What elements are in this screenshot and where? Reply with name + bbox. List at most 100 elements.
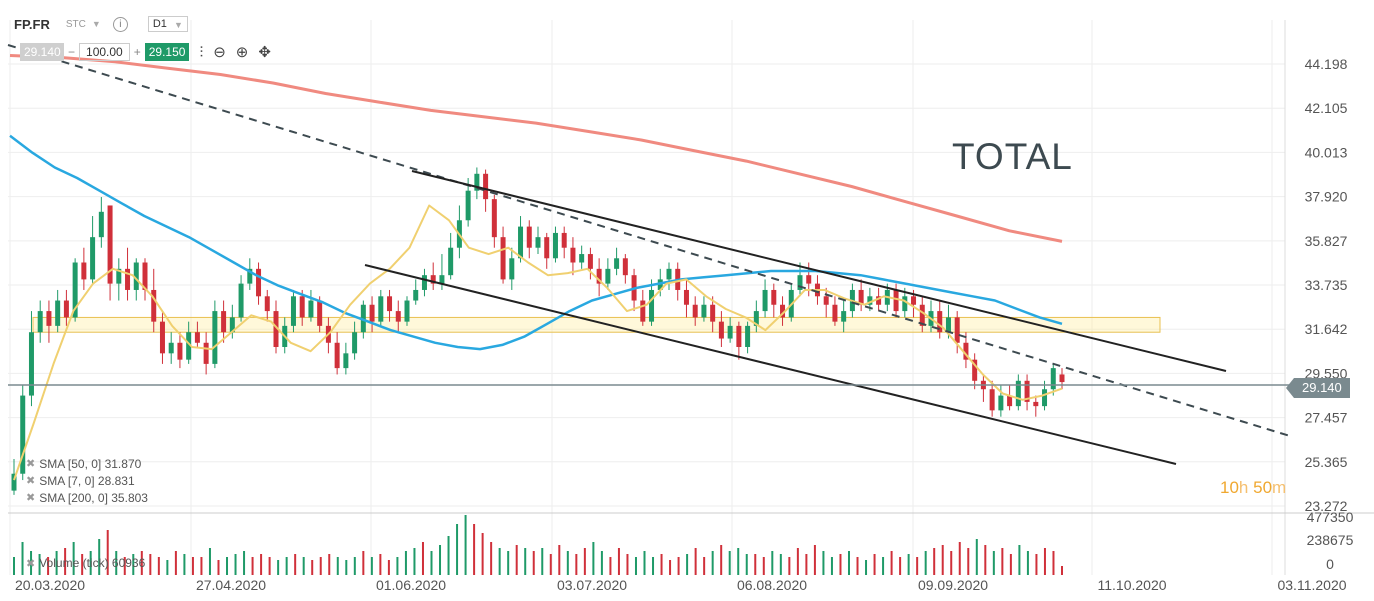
volume-bar	[524, 548, 527, 575]
volume-bar	[549, 554, 552, 575]
volume-bar	[626, 554, 629, 575]
candle-body	[98, 211, 104, 238]
candle-body	[666, 268, 672, 280]
candle-body	[352, 332, 358, 354]
volume-bar	[396, 557, 399, 575]
timer-hours: 10	[1220, 478, 1239, 497]
volume-bar	[413, 548, 416, 575]
legend-sma50[interactable]: ✖ SMA [50, 0] 31.870	[10, 455, 148, 472]
candle-body	[177, 342, 183, 360]
x-tick-label: 09.09.2020	[918, 577, 988, 593]
volume-legend: ✖ Volume (tick) 60936	[10, 556, 145, 570]
candle-body	[552, 232, 558, 259]
candle-body	[439, 275, 445, 284]
increase-volume-button[interactable]: +	[133, 45, 141, 59]
volume-input[interactable]: 100.00	[79, 43, 130, 61]
candle-body	[20, 395, 26, 474]
sell-price-button[interactable]: 29.140	[20, 43, 64, 61]
zoom-out-icon[interactable]: ⊖	[213, 44, 226, 61]
volume-bar	[1001, 548, 1004, 575]
volume-bar	[975, 539, 978, 575]
volume-bar	[251, 557, 254, 575]
volume-bar	[328, 554, 331, 575]
candle-body	[491, 199, 497, 238]
volume-bar	[311, 560, 314, 575]
y-tick-label: 31.642	[1305, 321, 1348, 337]
volume-bar	[115, 551, 118, 575]
candle-body	[133, 262, 139, 290]
candle-body	[168, 342, 174, 354]
candle-body	[151, 289, 157, 322]
candle-body	[194, 332, 200, 343]
volume-bar	[277, 560, 280, 575]
chevron-down-icon: ▼	[173, 20, 183, 30]
volume-bar	[217, 560, 220, 575]
volume-bar	[1026, 551, 1029, 575]
volume-bar	[762, 557, 765, 575]
volume-bar	[507, 551, 510, 575]
candle-body	[797, 275, 803, 290]
candle-body	[317, 300, 323, 326]
volume-bar	[984, 545, 987, 575]
close-icon[interactable]: ✖	[26, 458, 36, 470]
candle-body	[823, 296, 829, 305]
volume-bar	[916, 557, 919, 575]
candlestick-type-icon[interactable]: ⫶	[199, 43, 204, 61]
volume-bar	[226, 557, 229, 575]
volume-bar	[47, 557, 50, 575]
volume-tick-label: 238675	[1307, 532, 1354, 548]
volume-bar	[285, 557, 288, 575]
volume-bar	[132, 554, 135, 575]
chevron-down-icon[interactable]: ▼	[91, 19, 101, 29]
volume-bar	[541, 548, 544, 575]
volume-bar	[183, 554, 186, 575]
candle-body	[622, 258, 628, 276]
instrument-type-label: STC	[65, 18, 86, 30]
timer-h: h	[1238, 478, 1249, 497]
decrease-volume-button[interactable]: −	[68, 45, 76, 59]
volume-bar	[933, 548, 936, 575]
close-icon[interactable]: ✖	[26, 558, 36, 570]
candle-body	[535, 237, 541, 248]
candle-body	[273, 311, 279, 347]
volume-bar	[387, 560, 390, 575]
volume-bar	[447, 536, 450, 575]
close-icon[interactable]: ✖	[26, 492, 36, 504]
timeframe-select[interactable]: D1 ▼	[147, 16, 188, 32]
move-icon[interactable]: ✥	[258, 44, 271, 61]
symbol-label[interactable]: FP.FR	[14, 16, 50, 32]
candle-body	[500, 237, 506, 280]
candle-body	[212, 311, 218, 364]
volume-bar	[379, 554, 382, 575]
volume-bar	[728, 551, 731, 575]
zoom-in-icon[interactable]: ⊕	[235, 44, 249, 61]
candle-body	[378, 296, 384, 322]
volume-legend-label: Volume (tick) 60936	[39, 556, 146, 570]
y-tick-label: 35.827	[1305, 233, 1348, 249]
volume-bar	[1018, 545, 1021, 575]
close-icon[interactable]: ✖	[26, 475, 36, 487]
volume-bar	[208, 548, 211, 575]
candle-body	[334, 342, 340, 369]
candle-body	[90, 237, 96, 280]
sma50-line	[9, 134, 1063, 351]
candle-timer: 10h 50m	[1220, 478, 1286, 498]
candle-body	[640, 300, 646, 322]
legend-sma7[interactable]: ✖ SMA [7, 0] 28.831	[10, 472, 148, 489]
candle-body	[1015, 380, 1021, 407]
legend-sma200[interactable]: ✖ SMA [200, 0] 35.803	[10, 489, 148, 506]
volume-bar	[336, 557, 339, 575]
current-price-tag: 29.140	[1286, 378, 1350, 398]
volume-bar	[899, 557, 902, 575]
volume-bar	[950, 551, 953, 575]
volume-bar	[123, 557, 126, 575]
volume-bar	[81, 554, 84, 575]
volume-bar	[490, 542, 493, 575]
candle-body	[465, 190, 471, 221]
volume-bar	[924, 551, 927, 575]
buy-price-button[interactable]: 29.150	[144, 43, 190, 61]
timeframe-value: D1	[152, 18, 167, 30]
info-icon[interactable]: i	[112, 16, 128, 32]
candle-body	[989, 389, 995, 411]
